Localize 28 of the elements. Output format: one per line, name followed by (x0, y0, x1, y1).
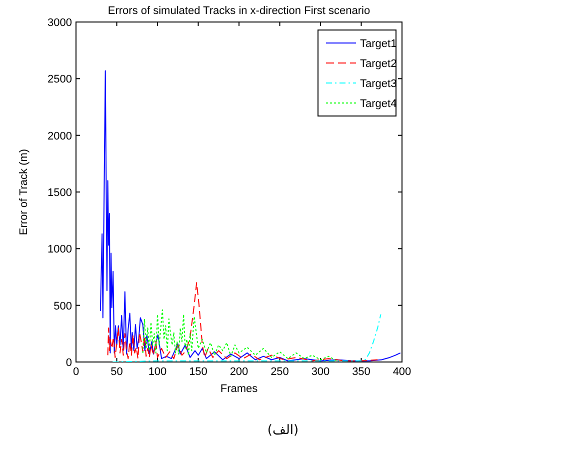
x-tick-label: 100 (148, 366, 167, 378)
y-tick-label: 2000 (48, 130, 72, 142)
legend-label: Target3 (360, 78, 397, 90)
y-tick-label: 0 (66, 357, 72, 369)
legend-label: Target4 (360, 98, 397, 110)
x-tick-label: 150 (189, 366, 208, 378)
chart-title: Errors of simulated Tracks in x-direction First scenario (108, 5, 370, 17)
legend-label: Target1 (360, 38, 397, 50)
x-axis-title: Frames (220, 383, 258, 395)
x-tick-label: 400 (392, 366, 412, 378)
x-tick-label: 200 (230, 366, 248, 378)
x-tick-label: 250 (270, 366, 289, 378)
y-axis-title: Error of Track (m) (18, 148, 30, 236)
line-series (112, 314, 382, 362)
line-series (100, 70, 401, 362)
y-tick-label: 500 (54, 300, 72, 312)
y-tick-label: 2500 (48, 74, 72, 86)
x-tick-label: 300 (311, 366, 330, 378)
x-tick-label: 350 (352, 366, 370, 378)
x-tick-label: 0 (72, 366, 80, 378)
y-tick-label: 1500 (48, 187, 72, 199)
line-series (142, 309, 338, 362)
y-tick-label: 3000 (48, 17, 72, 29)
x-tick-label: 50 (110, 366, 123, 378)
y-tick-label: 1000 (48, 244, 72, 256)
text: (الف) (267, 423, 299, 438)
line-series (107, 282, 378, 362)
legend-label: Target2 (360, 58, 397, 70)
